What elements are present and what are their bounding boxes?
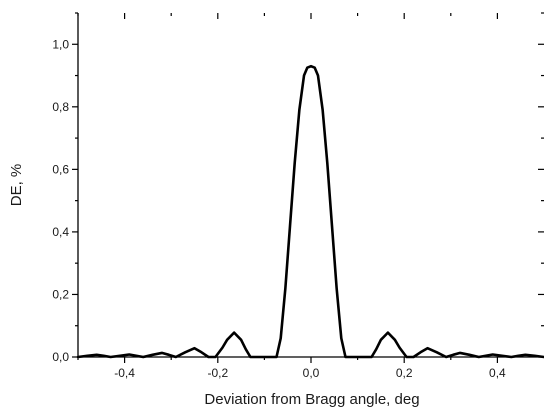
x-axis-title: Deviation from Bragg angle, deg: [204, 391, 419, 408]
x-tick-label: 0,4: [489, 366, 506, 380]
y-tick-label: 0,0: [52, 350, 69, 364]
plot-frame: [77, 13, 544, 358]
y-axis-ticks: 0,0 0,2 0,4 0,6 0,8 1,0: [52, 12, 544, 364]
x-tick-label: -0,4: [114, 366, 135, 380]
y-tick-label: 0,4: [52, 225, 69, 239]
diffraction-efficiency-curve: [76, 64, 544, 359]
x-tick-label: -0,2: [207, 366, 228, 380]
x-tick-label: 0,0: [303, 366, 320, 380]
y-tick-label: 0,2: [52, 287, 69, 301]
y-tick-label: 0,6: [52, 162, 69, 176]
x-axis-ticks: -0,4 -0,2 0,0 0,2 0,4: [77, 13, 506, 380]
y-tick-label: 0,8: [52, 100, 69, 114]
x-tick-label: 0,2: [396, 366, 413, 380]
y-tick-label: 1,0: [52, 37, 69, 51]
series-layer: [76, 64, 544, 359]
y-axis-title: DE, %: [8, 164, 25, 207]
